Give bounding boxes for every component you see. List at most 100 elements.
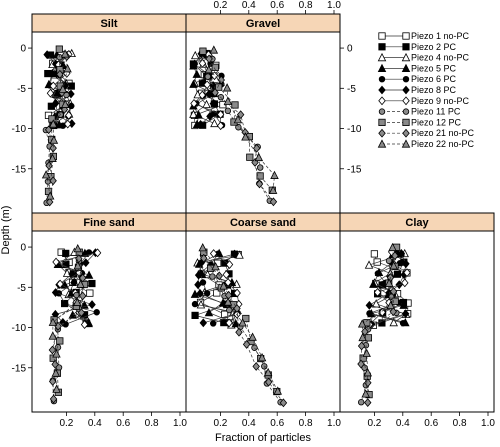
data-point bbox=[236, 110, 245, 120]
data-point bbox=[264, 377, 273, 387]
data-point bbox=[256, 172, 264, 180]
data-point bbox=[364, 378, 372, 388]
x-tick-label: 0.6 bbox=[270, 418, 284, 429]
data-point bbox=[205, 89, 213, 99]
data-point bbox=[93, 309, 100, 316]
y-tick-label: -5 bbox=[347, 84, 356, 95]
data-point bbox=[194, 270, 203, 280]
data-point bbox=[219, 281, 228, 290]
legend-label: Piezo 5 PC bbox=[411, 63, 457, 73]
legend-entry: Piezo 22 no-PC bbox=[377, 139, 475, 149]
x-tick-label: 0.4 bbox=[88, 418, 102, 429]
data-point bbox=[216, 110, 225, 119]
data-point bbox=[225, 260, 234, 269]
legend-marker bbox=[378, 108, 386, 115]
data-point bbox=[86, 289, 94, 297]
data-point bbox=[198, 243, 207, 252]
data-point bbox=[52, 257, 60, 267]
data-point bbox=[61, 99, 70, 108]
data-point bbox=[255, 179, 264, 189]
x-axis-bottom: 0.2 0.2 0.2 0.4 0.4 0.4 0.6 0.6 0.6 0.8 0.8 0.8 1.0 1… bbox=[59, 412, 495, 429]
data-point bbox=[79, 273, 87, 283]
data-point bbox=[44, 125, 53, 135]
data-point bbox=[391, 297, 399, 305]
panel-gravel: Gravel bbox=[185, 13, 341, 214]
data-point bbox=[374, 270, 382, 277]
data-point bbox=[216, 121, 225, 131]
data-point bbox=[58, 84, 68, 93]
data-point bbox=[233, 304, 241, 313]
data-point bbox=[56, 69, 64, 79]
data-point bbox=[198, 90, 206, 100]
data-point bbox=[48, 345, 57, 355]
data-point bbox=[189, 79, 198, 88]
data-point bbox=[254, 152, 264, 162]
data-point bbox=[279, 398, 288, 408]
data-point bbox=[269, 197, 278, 207]
legend-marker bbox=[377, 52, 387, 62]
data-point bbox=[51, 359, 59, 369]
data-point bbox=[84, 270, 94, 279]
data-point bbox=[72, 297, 82, 306]
data-point bbox=[233, 114, 243, 124]
panel-clay-plot bbox=[357, 242, 412, 407]
data-point bbox=[223, 297, 233, 306]
data-point bbox=[199, 318, 208, 328]
data-point bbox=[54, 344, 62, 351]
legend-marker bbox=[402, 85, 410, 95]
data-point bbox=[268, 185, 278, 194]
data-point bbox=[401, 309, 410, 319]
data-point bbox=[199, 279, 207, 286]
data-point bbox=[49, 135, 59, 144]
legend-entry: Piezo 4 no-PC bbox=[377, 52, 470, 63]
data-point bbox=[88, 300, 96, 310]
data-point bbox=[65, 110, 73, 120]
data-point bbox=[386, 300, 395, 310]
data-point bbox=[209, 273, 216, 280]
legend-marker bbox=[402, 43, 410, 51]
data-point bbox=[196, 119, 205, 129]
data-point bbox=[358, 332, 367, 342]
data-point bbox=[357, 319, 367, 328]
data-point bbox=[194, 280, 202, 290]
data-point bbox=[51, 98, 60, 108]
data-point bbox=[235, 327, 243, 337]
data-point bbox=[357, 399, 365, 406]
legend-marker bbox=[401, 63, 411, 72]
legend-marker bbox=[402, 75, 410, 83]
data-point bbox=[190, 50, 200, 60]
data-point bbox=[196, 289, 204, 298]
data-point bbox=[48, 331, 58, 340]
data-point bbox=[238, 318, 247, 327]
x-tick-label: 1.0 bbox=[173, 418, 187, 429]
data-point bbox=[49, 176, 57, 186]
data-point bbox=[389, 317, 398, 327]
legend-marker bbox=[377, 139, 387, 148]
legend-entry: Piezo 1 no-PC bbox=[378, 31, 470, 41]
data-point bbox=[45, 161, 53, 171]
data-point bbox=[76, 279, 85, 288]
legend-marker bbox=[377, 63, 387, 72]
data-point bbox=[52, 349, 61, 358]
x-tick-label: 1.0 bbox=[481, 418, 495, 429]
data-point bbox=[80, 300, 89, 309]
data-point bbox=[252, 143, 261, 153]
data-point bbox=[43, 50, 51, 60]
data-point bbox=[199, 47, 207, 55]
data-point bbox=[196, 300, 206, 309]
legend-marker bbox=[378, 43, 386, 51]
data-point bbox=[217, 75, 225, 85]
data-point bbox=[235, 250, 244, 259]
x-tick-label: 0.6 bbox=[116, 418, 130, 429]
data-point bbox=[48, 119, 58, 128]
data-point bbox=[41, 170, 51, 179]
x-tick-label: 0.4 bbox=[242, 0, 256, 11]
data-point bbox=[263, 367, 273, 377]
data-point bbox=[47, 102, 55, 110]
data-point bbox=[64, 119, 72, 129]
panel-coarse-sand-plot bbox=[190, 243, 288, 408]
data-point bbox=[403, 268, 411, 278]
data-point bbox=[191, 300, 199, 308]
